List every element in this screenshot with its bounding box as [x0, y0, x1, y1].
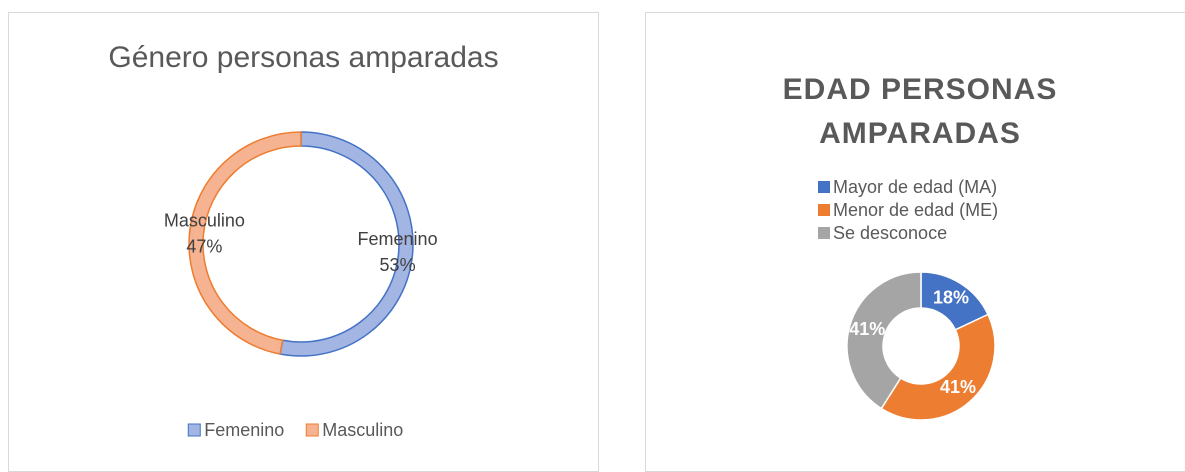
- legend-label: Menor de edad (ME): [833, 200, 998, 220]
- chart-title: EDAD PERSONAS AMPARADAS: [782, 73, 1058, 150]
- donut-slice: [846, 271, 922, 410]
- data-label: 47%: [186, 237, 222, 257]
- data-label-name: Femenino: [358, 229, 438, 249]
- donut-slice: [880, 313, 996, 421]
- legend-label: Mayor de edad (MA): [833, 177, 997, 197]
- data-label: 53%: [380, 255, 416, 275]
- data-label: 41%: [940, 377, 976, 397]
- chart-title: Género personas amparadas: [108, 41, 499, 74]
- legend-swatch: [305, 423, 319, 437]
- chart: Femenino 53% Masculino 47% Femenino Masculino…: [164, 131, 998, 440]
- legend-swatch: [818, 204, 830, 216]
- legend-label: Se desconoce: [833, 223, 947, 243]
- legend-label: Femenino: [204, 420, 284, 440]
- data-label: 18%: [933, 287, 969, 307]
- chart-panel: [8, 12, 599, 472]
- donut-slice: [188, 131, 302, 355]
- data-label-name: Masculino: [164, 211, 245, 231]
- page: Género personas amparadas EDAD PERSONAS …: [8, 12, 1185, 472]
- data-label: 41%: [849, 319, 885, 339]
- legend-label: Masculino: [322, 420, 403, 440]
- legend-swatch: [818, 181, 830, 193]
- legend-swatch: [818, 227, 830, 239]
- legend-swatch: [187, 423, 201, 437]
